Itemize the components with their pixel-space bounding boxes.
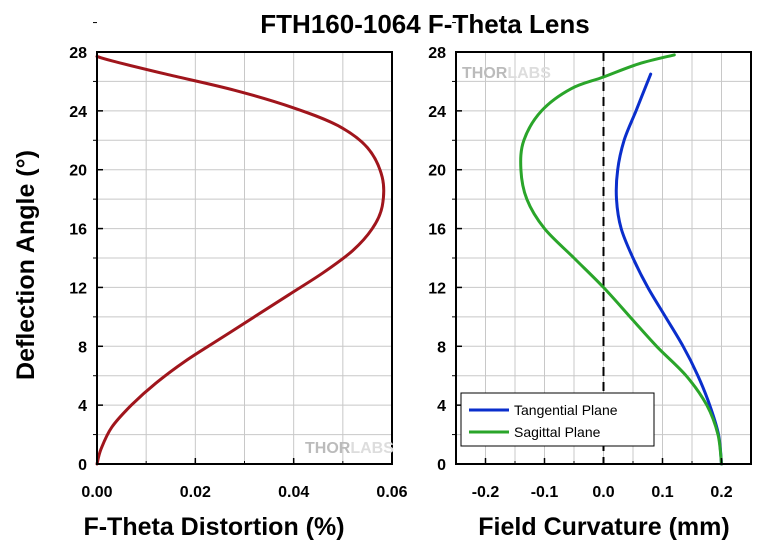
y-tick-label: 16 bbox=[428, 222, 446, 239]
grid-left bbox=[97, 52, 392, 464]
legend-label-sagittal: Sagittal Plane bbox=[514, 424, 601, 440]
y-tick-label: 0 bbox=[78, 457, 87, 474]
y-tick-label: 0 bbox=[437, 457, 446, 474]
series-line-tangential-plane bbox=[614, 72, 723, 466]
y-tick-label: 20 bbox=[428, 163, 446, 180]
y-tick-label: 12 bbox=[69, 280, 87, 297]
distortion-panel: 0.00 0.02 0.04 0.06 0 4 8 12 16 20 24 28 THORLABS F… bbox=[12, 22, 408, 541]
series-left bbox=[95, 54, 386, 466]
x-tick-label: -0.1 bbox=[531, 484, 559, 501]
series-line-distortion bbox=[95, 54, 386, 466]
chart-title: FTH160-1064 F-Theta Lens bbox=[260, 9, 589, 39]
x-tick-label: 0.00 bbox=[81, 484, 112, 501]
x-tick-label: 0.0 bbox=[592, 484, 614, 501]
svg-text:THORLABS: THORLABS bbox=[305, 440, 394, 457]
y-tick-label: 8 bbox=[78, 339, 87, 356]
legend: Tangential Plane Sagittal Plane bbox=[460, 392, 655, 447]
series-line-sagittal-plane bbox=[519, 53, 723, 466]
y-tick-label: 4 bbox=[78, 398, 87, 415]
watermark-right: THORLABS bbox=[462, 65, 551, 82]
x-tick-label: 0.02 bbox=[180, 484, 211, 501]
series-right bbox=[519, 52, 723, 466]
legend-label-tangential: Tangential Plane bbox=[514, 402, 618, 418]
watermark-left: THORLABS bbox=[305, 440, 394, 457]
ticks-left: 0.00 0.02 0.04 0.06 0 4 8 12 16 20 24 28 bbox=[69, 22, 408, 501]
x-tick-label: 0.1 bbox=[651, 484, 673, 501]
watermark-labs: LABS bbox=[507, 65, 551, 82]
x-tick-label: -0.2 bbox=[472, 484, 500, 501]
watermark-thor: THOR bbox=[462, 65, 508, 82]
y-tick-label: 4 bbox=[437, 398, 446, 415]
x-tick-label: 0.06 bbox=[376, 484, 407, 501]
y-axis-label: Deflection Angle (°) bbox=[12, 150, 40, 380]
legend-box bbox=[460, 392, 655, 447]
y-tick-label: 24 bbox=[69, 104, 87, 121]
y-tick-label: 8 bbox=[437, 339, 446, 356]
svg-text:THORLABS: THORLABS bbox=[462, 65, 551, 82]
y-tick-label: 28 bbox=[69, 45, 87, 62]
y-tick-label: 12 bbox=[428, 280, 446, 297]
y-tick-label: 16 bbox=[69, 222, 87, 239]
x-tick-label: 0.2 bbox=[710, 484, 732, 501]
y-tick-label: 24 bbox=[428, 104, 446, 121]
y-tick-label: 28 bbox=[428, 45, 446, 62]
ticks-right: -0.2 -0.1 0.0 0.1 0.2 0 4 8 12 16 20 24 28 bbox=[428, 22, 752, 501]
x-axis-label-right: Field Curvature (mm) bbox=[478, 513, 729, 541]
y-tick-label: 20 bbox=[69, 163, 87, 180]
watermark-thor: THOR bbox=[305, 440, 351, 457]
x-axis-label-left: F-Theta Distortion (%) bbox=[83, 513, 344, 541]
x-tick-label: 0.04 bbox=[278, 484, 309, 501]
watermark-labs: LABS bbox=[350, 440, 394, 457]
